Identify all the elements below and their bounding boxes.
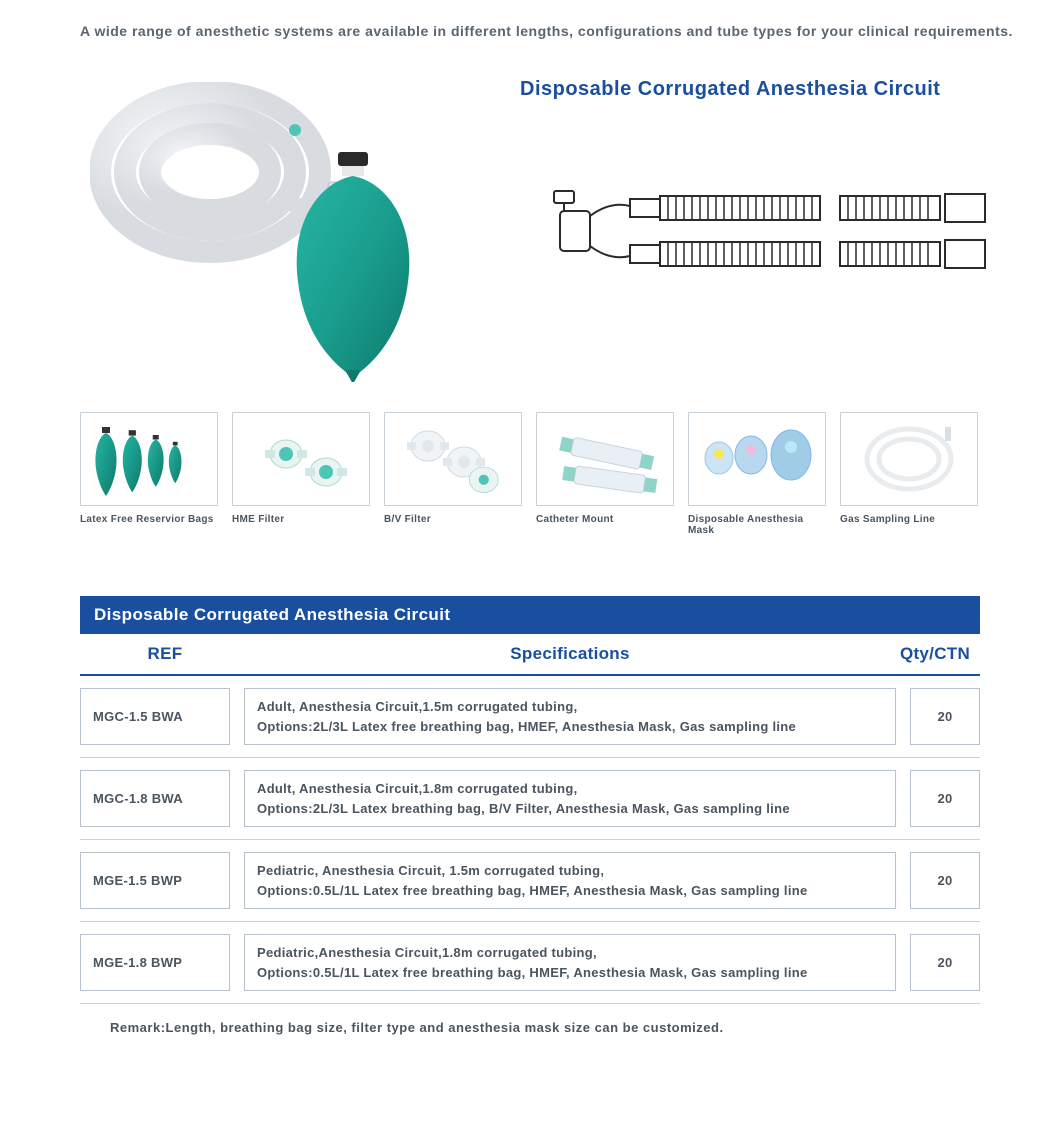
intro-text: A wide range of anesthetic systems are a… bbox=[80, 20, 1020, 42]
col-qty-header: Qty/CTN bbox=[890, 644, 980, 664]
thumb-image bbox=[384, 412, 522, 506]
thumb-image bbox=[536, 412, 674, 506]
thumb-label: Gas Sampling Line bbox=[840, 514, 978, 525]
thumbnail: Disposable Anesthesia Mask bbox=[688, 412, 826, 536]
thumbnail: Gas Sampling Line bbox=[840, 412, 978, 536]
ref-cell: MGE-1.8 BWP bbox=[80, 934, 230, 991]
thumb-label: Catheter Mount bbox=[536, 514, 674, 525]
spec-cell: Adult, Anesthesia Circuit,1.5m corrugate… bbox=[244, 688, 896, 745]
ref-cell: MGE-1.5 BWP bbox=[80, 852, 230, 909]
thumb-image bbox=[688, 412, 826, 506]
spec-cell: Pediatric, Anesthesia Circuit, 1.5m corr… bbox=[244, 852, 896, 909]
thumb-label: Latex Free Reservior Bags bbox=[80, 514, 218, 525]
table-row: MGC-1.5 BWA Adult, Anesthesia Circuit,1.… bbox=[80, 676, 980, 758]
thumbnail: Catheter Mount bbox=[536, 412, 674, 536]
thumbnail: HME Filter bbox=[232, 412, 370, 536]
hero-section: Disposable Corrugated Anesthesia Circuit bbox=[80, 72, 1020, 382]
hero-product-image bbox=[80, 72, 480, 382]
thumb-label: Disposable Anesthesia Mask bbox=[688, 514, 826, 536]
ref-cell: MGC-1.5 BWA bbox=[80, 688, 230, 745]
qty-cell: 20 bbox=[910, 852, 980, 909]
thumbnail: B/V Filter bbox=[384, 412, 522, 536]
spec-cell: Adult, Anesthesia Circuit,1.8m corrugate… bbox=[244, 770, 896, 827]
thumbnail-row: Latex Free Reservior Bags HME Filter B/V… bbox=[80, 412, 1020, 536]
qty-cell: 20 bbox=[910, 770, 980, 827]
table-row: MGC-1.8 BWA Adult, Anesthesia Circuit,1.… bbox=[80, 758, 980, 840]
thumb-image bbox=[80, 412, 218, 506]
ref-cell: MGC-1.8 BWA bbox=[80, 770, 230, 827]
table-title: Disposable Corrugated Anesthesia Circuit bbox=[80, 596, 980, 634]
table-row: MGE-1.5 BWP Pediatric, Anesthesia Circui… bbox=[80, 840, 980, 922]
thumb-image bbox=[840, 412, 978, 506]
spec-table: Disposable Corrugated Anesthesia Circuit… bbox=[80, 596, 980, 1004]
col-spec-header: Specifications bbox=[250, 644, 890, 664]
thumb-label: HME Filter bbox=[232, 514, 370, 525]
thumb-image bbox=[232, 412, 370, 506]
circuit-diagram bbox=[520, 161, 1020, 301]
col-ref-header: REF bbox=[80, 644, 250, 664]
spec-cell: Pediatric,Anesthesia Circuit,1.8m corrug… bbox=[244, 934, 896, 991]
table-header: REF Specifications Qty/CTN bbox=[80, 634, 980, 676]
thumb-label: B/V Filter bbox=[384, 514, 522, 525]
qty-cell: 20 bbox=[910, 688, 980, 745]
qty-cell: 20 bbox=[910, 934, 980, 991]
thumbnail: Latex Free Reservior Bags bbox=[80, 412, 218, 536]
product-title: Disposable Corrugated Anesthesia Circuit bbox=[520, 78, 1020, 101]
remark-text: Remark:Length, breathing bag size, filte… bbox=[110, 1020, 1020, 1035]
table-row: MGE-1.8 BWP Pediatric,Anesthesia Circuit… bbox=[80, 922, 980, 1004]
